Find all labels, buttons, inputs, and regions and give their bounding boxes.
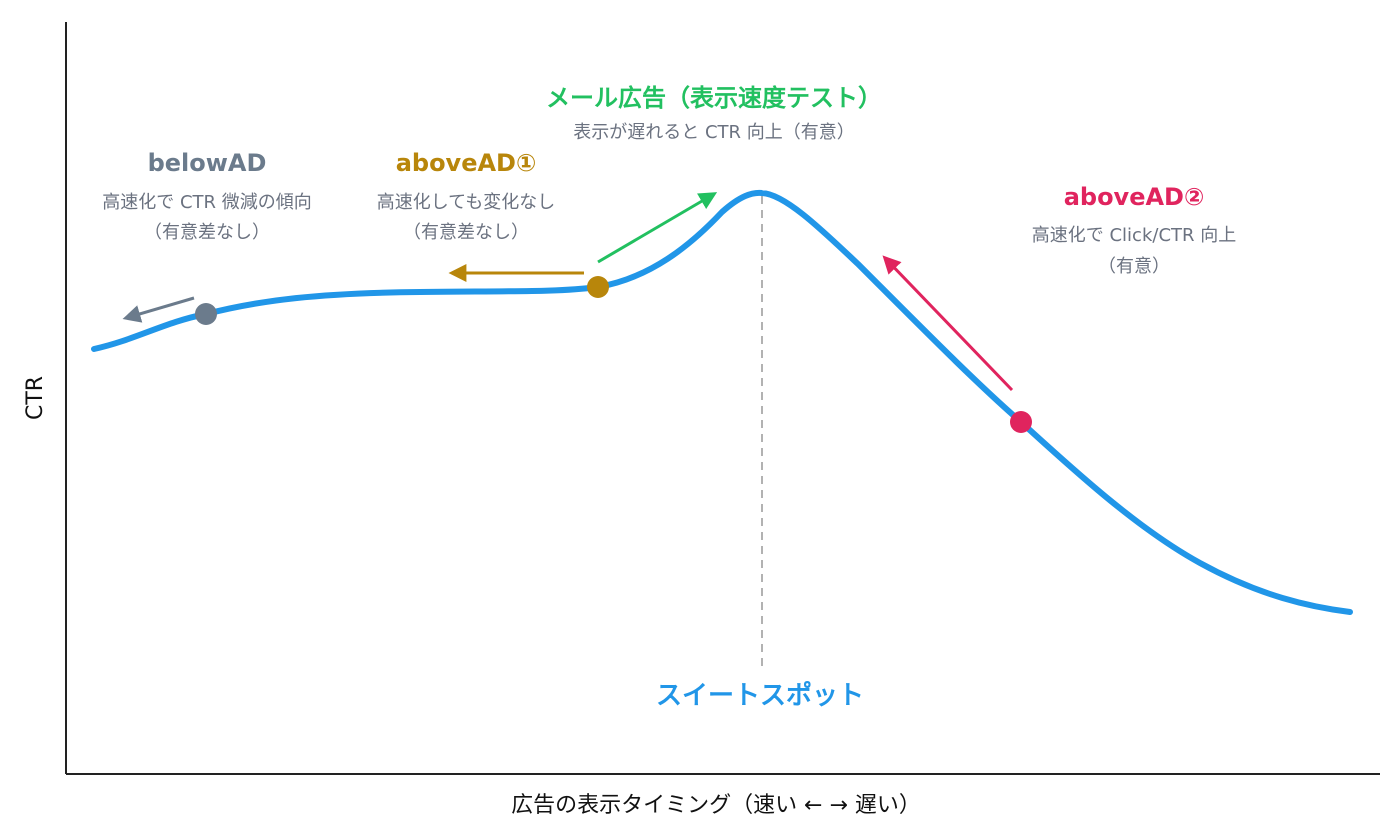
sweet-spot-label: スイートスポット (656, 680, 864, 711)
aboveAD2-desc-line1: 高速化で Click/CTR 向上 (1032, 225, 1236, 246)
aboveAD2-desc-line2: （有意） (1098, 256, 1170, 277)
aboveAD1-title: aboveAD① (396, 149, 537, 177)
aboveAD2-title: aboveAD② (1064, 183, 1205, 211)
x-axis-label: 広告の表示タイミング（速い ← → 遅い） (511, 793, 921, 818)
mail-ad-desc: 表示が遅れると CTR 向上（有意） (573, 122, 855, 143)
aboveAD2-arrow (882, 255, 1014, 392)
belowAD-desc-line1: 高速化で CTR 微減の傾向 (102, 192, 312, 213)
mail-ad-title: メール広告（表示速度テスト） (546, 84, 882, 112)
aboveAD1-desc-line1: 高速化しても変化なし (377, 192, 556, 213)
aboveAD1-desc-line2: （有意差なし） (403, 222, 529, 243)
aboveAD2-point (1010, 411, 1032, 433)
aboveAD1-point (587, 276, 609, 298)
mail-ad-arrow (597, 192, 718, 264)
belowAD-point (195, 303, 217, 325)
belowAD-title: belowAD (148, 149, 267, 177)
ctr-curve (91, 189, 1353, 615)
belowAD-desc-line2: （有意差なし） (144, 222, 270, 243)
y-axis-label: CTR (23, 376, 48, 420)
belowAD-arrow (122, 296, 195, 323)
